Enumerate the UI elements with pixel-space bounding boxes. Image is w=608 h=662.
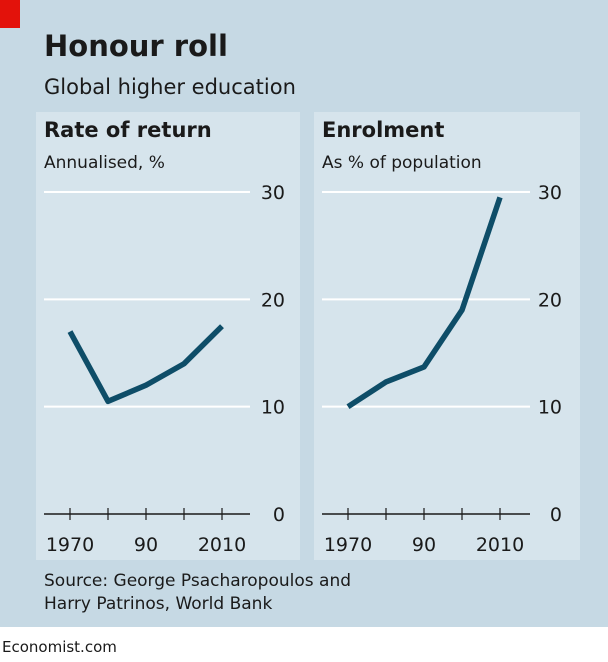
y-tick-label: 10 [261,397,285,419]
y-tick-label: 20 [261,289,285,311]
source: Source: George Psacharopoulos and [44,571,351,591]
panel-title: Rate of return [44,118,212,142]
x-tick-label: 2010 [476,534,524,556]
footer: Economist.com [2,638,117,656]
subtitle: Global higher education [44,75,296,99]
data-line [67,324,224,405]
panel [36,112,300,560]
source: Harry Patrinos, World Bank [44,594,272,614]
y-tick-label: 0 [273,504,285,526]
title: Honour roll [44,29,228,63]
data-line [346,196,503,409]
x-tick-label: 90 [134,534,158,556]
x-tick-label: 2010 [198,534,246,556]
y-tick-label: 30 [538,182,562,204]
y-tick-label: 0 [550,504,562,526]
panel-title: Enrolment [322,118,444,142]
panel-subtitle: As % of population [322,153,482,173]
y-tick-label: 30 [261,182,285,204]
x-tick-label: 1970 [46,534,94,556]
x-tick-label: 90 [412,534,436,556]
x-tick-label: 1970 [324,534,372,556]
y-tick-label: 20 [538,289,562,311]
panel-subtitle: Annualised, % [44,153,165,173]
red-tab [0,0,20,28]
y-tick-label: 10 [538,397,562,419]
